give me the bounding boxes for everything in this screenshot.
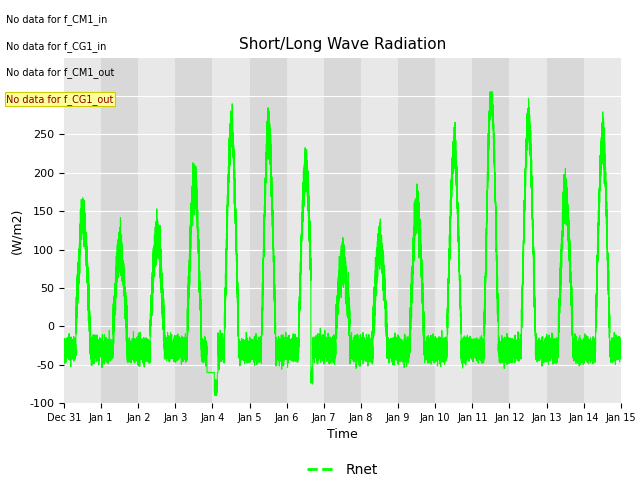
Title: Short/Long Wave Radiation: Short/Long Wave Radiation [239, 37, 446, 52]
X-axis label: Time: Time [327, 429, 358, 442]
Bar [212, 58, 250, 403]
Bar [398, 58, 435, 403]
Bar [64, 58, 101, 403]
Bar [324, 58, 361, 403]
Bar [250, 58, 287, 403]
Bar [584, 58, 621, 403]
Bar [547, 58, 584, 403]
Bar [101, 58, 138, 403]
Bar [175, 58, 212, 403]
Text: No data for f_CG1_in: No data for f_CG1_in [6, 41, 107, 52]
Bar [509, 58, 547, 403]
Y-axis label: (W/m2): (W/m2) [11, 207, 24, 253]
Bar [361, 58, 398, 403]
Bar [138, 58, 175, 403]
Text: No data for f_CM1_in: No data for f_CM1_in [6, 14, 108, 25]
Legend: Rnet: Rnet [301, 457, 383, 480]
Bar [435, 58, 472, 403]
Bar [472, 58, 509, 403]
Text: No data for f_CG1_out: No data for f_CG1_out [6, 94, 114, 105]
Text: No data for f_CM1_out: No data for f_CM1_out [6, 67, 115, 78]
Bar [287, 58, 324, 403]
